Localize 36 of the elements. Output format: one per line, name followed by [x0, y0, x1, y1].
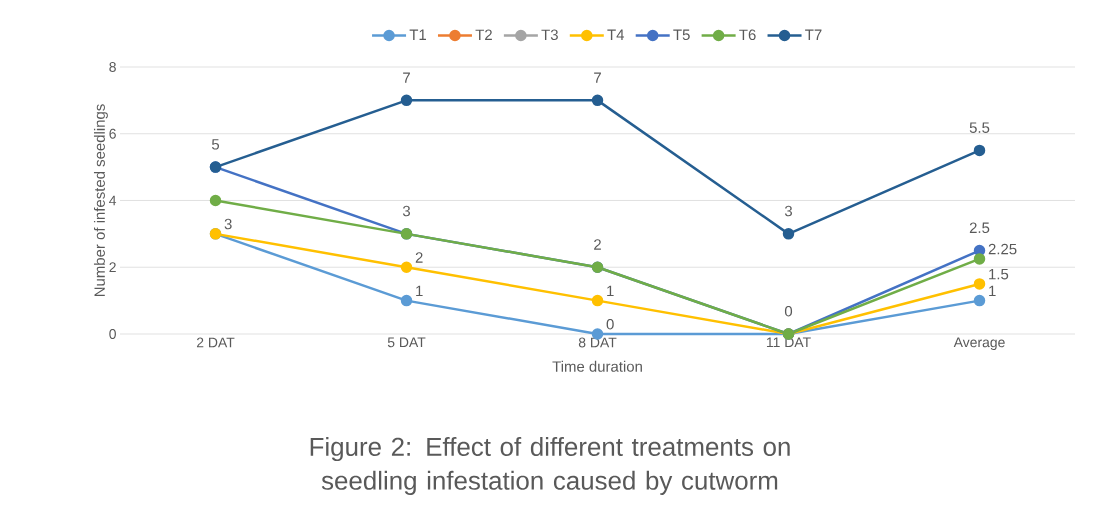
legend-label: T4 — [607, 29, 625, 40]
x-tick-label: 8 DAT — [578, 337, 617, 348]
legend-label: T2 — [475, 29, 492, 40]
data-label: 7 — [594, 72, 601, 83]
y-tick-label: 8 — [109, 62, 116, 72]
legend-label: T7 — [805, 29, 822, 40]
y-tick-label: 6 — [109, 128, 116, 139]
data-label: 0 — [606, 318, 614, 330]
data-label: 5 — [211, 139, 220, 150]
data-label: 7 — [403, 72, 410, 83]
y-tick-label: 2 — [109, 262, 116, 273]
legend-label: T5 — [673, 29, 690, 41]
data-label: 3 — [402, 205, 411, 217]
data-label: 1 — [989, 285, 996, 297]
data-label: 0 — [784, 305, 793, 317]
data-label: 2 — [594, 239, 601, 250]
y-axis-title: Number of infested seedlings — [93, 104, 108, 297]
x-axis-title: Time duration — [552, 360, 642, 372]
legend-label: T1 — [409, 29, 426, 40]
x-tick-label: 2 DAT — [196, 337, 235, 348]
data-label: 1.5 — [989, 268, 1009, 280]
x-tick-label: Average — [953, 337, 1005, 350]
caption: Figure 2: Effect of different treatments on seedling infestation caused by cutworm — [310, 436, 790, 495]
data-label: 2.5 — [969, 222, 990, 234]
data-label: 1 — [416, 285, 423, 297]
y-tick-label: 0 — [109, 329, 116, 339]
legend-label: T6 — [739, 29, 756, 41]
data-label: 1 — [607, 285, 614, 297]
data-label: 5.5 — [969, 122, 990, 133]
data-label: 3 — [224, 218, 232, 230]
data-label: 3 — [784, 205, 793, 217]
y-tick-label: 4 — [109, 195, 117, 206]
legend-label: T3 — [541, 29, 558, 41]
data-label: 2 — [415, 252, 423, 263]
data-label: 2.25 — [988, 243, 1017, 255]
x-tick-label: 5 DAT — [387, 337, 426, 348]
